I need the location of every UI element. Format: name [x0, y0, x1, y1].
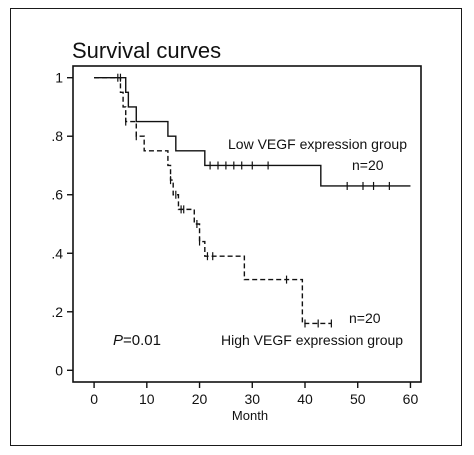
x-tick-label: 40	[297, 391, 313, 407]
x-tick-label: 10	[139, 391, 155, 407]
legend-low-vegf-n: n=20	[352, 157, 384, 173]
y-axis: 0 .2 .4 .6 .8 1	[51, 70, 73, 378]
p-value-number: =0.01	[123, 332, 161, 349]
y-tick-label: .6	[51, 187, 63, 203]
figure-border	[10, 8, 462, 446]
legend-high-vegf-n: n=20	[349, 310, 381, 326]
y-tick-label: 0	[55, 362, 63, 378]
y-tick-label: .2	[51, 304, 63, 320]
x-tick-label: 60	[403, 391, 419, 407]
legend-high-vegf-label: High VEGF expression group	[221, 332, 403, 348]
y-tick-label: 1	[55, 70, 63, 86]
y-tick-label: .8	[51, 128, 63, 144]
plot-area-frame	[72, 65, 422, 383]
x-tick-label: 50	[350, 391, 366, 407]
series-line-low-vegf	[94, 77, 411, 187]
x-axis-label: Month	[232, 408, 268, 423]
x-axis: 0 10 20 30 40 50 60	[90, 382, 418, 407]
y-tick-label: .4	[51, 245, 63, 261]
chart-title: Survival curves	[72, 38, 221, 63]
legend-low-vegf-label: Low VEGF expression group	[228, 136, 407, 152]
x-tick-label: 0	[90, 391, 98, 407]
x-tick-label: 20	[192, 391, 208, 407]
p-value-annotation: P=0.01	[113, 332, 161, 349]
series-line-high-vegf	[94, 77, 332, 325]
p-value-symbol: P	[113, 332, 123, 349]
survival-curves	[94, 73, 411, 328]
x-tick-label: 30	[244, 391, 260, 407]
